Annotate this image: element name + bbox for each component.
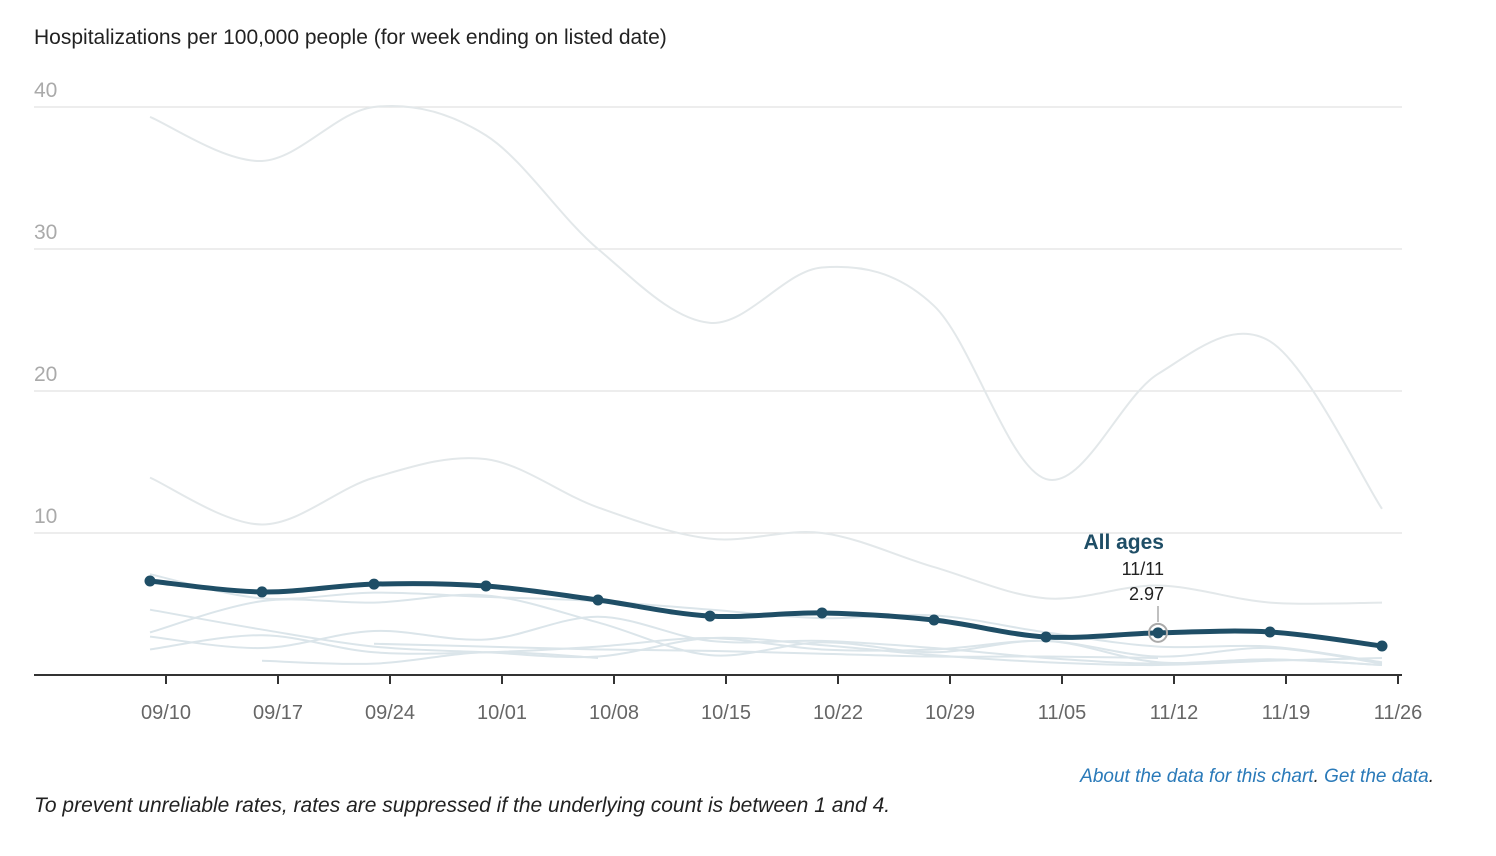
suppression-note: To prevent unreliable rates, rates are s… [34,794,891,817]
chart-title: Hospitalizations per 100,000 people (for… [34,26,667,49]
y-tick-label: 20 [34,363,57,386]
period: . [1428,766,1434,787]
x-tick-label: 10/15 [701,702,751,724]
annotation-series-name: All ages [1083,531,1164,554]
get-data-link[interactable]: Get the data [1324,766,1429,787]
data-point[interactable] [1040,631,1052,643]
x-tick-label: 11/05 [1038,702,1087,724]
data-point[interactable] [256,586,268,598]
data-point[interactable] [704,610,716,622]
y-tick-label: 10 [34,505,57,528]
data-point[interactable] [368,578,380,590]
data-point[interactable] [1152,627,1164,639]
series-line-background-2 [149,457,1383,605]
y-tick-label: 30 [34,221,57,244]
series-line-all-ages [149,578,1383,649]
x-tick-label: 11/12 [1150,702,1199,724]
data-point[interactable] [816,607,828,619]
series-line-background-8 [261,651,599,665]
x-tick-label: 10/08 [589,702,639,724]
x-tick-label: 09/10 [141,702,191,724]
series-line-background-7 [149,615,1383,667]
annotation-date: 11/11 [1122,559,1164,579]
x-tick-label: 10/01 [477,702,527,724]
highlight-ring [1148,622,1168,643]
line-chart: 10 20 30 40 09/10 09/17 09/24 10/01 10/08 10/15 10… [34,79,1423,724]
series-line-background-1 [149,104,1383,510]
data-point[interactable] [592,594,604,606]
x-tick-label: 10/22 [813,702,863,724]
data-point[interactable] [480,580,492,592]
x-tick-label: 11/26 [1374,702,1423,724]
data-point[interactable] [1376,640,1388,652]
x-tick-label: 10/29 [925,702,975,724]
annotation-value: 2.97 [1129,584,1164,604]
footer-links: About the data for this chart. Get the d… [1080,766,1434,788]
data-point[interactable] [1264,626,1276,638]
series-line-background-6 [149,634,1383,665]
y-tick-label: 40 [34,79,57,102]
x-tick-label: 09/24 [365,702,415,724]
separator: . [1313,766,1325,787]
series-line-background-5 [149,608,1383,667]
data-point[interactable] [928,614,940,626]
data-point[interactable] [144,575,156,587]
series-line-background-9 [373,642,1159,659]
about-data-link[interactable]: About the data for this chart [1080,766,1314,787]
x-tick-label: 11/19 [1262,702,1311,724]
x-tick-label: 09/17 [253,702,303,724]
